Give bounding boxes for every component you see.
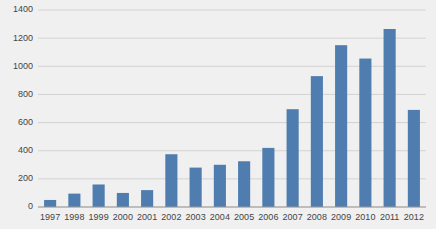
chart: 0 200 400 600 800 1000 1200 1400 1997 1998 1999 200… (0, 0, 436, 229)
bar (141, 190, 153, 207)
x-tick-label: 2003 (186, 212, 206, 222)
x-tick-label: 2010 (355, 212, 375, 222)
y-tick-label: 1200 (13, 33, 33, 43)
x-tick-label: 1997 (40, 212, 60, 222)
x-tick-label: 1999 (89, 212, 109, 222)
bar (311, 76, 323, 207)
bar (335, 45, 347, 207)
x-tick-label: 2004 (210, 212, 230, 222)
y-tick-label: 0 (28, 201, 33, 211)
bar (238, 161, 250, 207)
bar (287, 109, 299, 207)
bar (117, 193, 129, 207)
grid-line (38, 38, 426, 39)
x-axis: 1997 1998 1999 2000 2001 2002 2003 2004 2005 2006… (38, 207, 426, 222)
chart-container: 0 200 400 600 800 1000 1200 1400 1997 1998 1999 200… (0, 0, 436, 229)
bar (44, 200, 56, 207)
grid-line (38, 207, 426, 208)
y-tick-label: 800 (18, 89, 33, 99)
bar (408, 110, 420, 207)
x-tick-label: 2006 (258, 212, 278, 222)
grid-line (38, 10, 426, 11)
bar (384, 29, 396, 207)
y-tick-label: 1000 (13, 61, 33, 71)
bar (359, 59, 371, 207)
x-tick-label: 2001 (137, 212, 157, 222)
y-tick-label: 200 (18, 173, 33, 183)
bar (262, 148, 274, 207)
x-tick-label: 2011 (380, 212, 399, 222)
x-tick-label: 2008 (307, 212, 327, 222)
bar (165, 154, 177, 207)
bar (68, 194, 80, 207)
y-tick-label: 1400 (13, 4, 33, 14)
bar (190, 168, 202, 207)
x-axis-line (38, 207, 426, 208)
bar (214, 165, 226, 207)
background (0, 0, 436, 229)
x-tick-label: 2007 (283, 212, 303, 222)
y-tick-label: 400 (18, 145, 33, 155)
x-tick-label: 2002 (161, 212, 181, 222)
x-tick-label: 2005 (234, 212, 254, 222)
x-tick-label: 2012 (404, 212, 424, 222)
grid (38, 10, 426, 207)
x-tick-label: 1998 (64, 212, 84, 222)
x-tick-label: 2009 (331, 212, 351, 222)
y-tick-label: 600 (18, 117, 33, 127)
bars (44, 29, 420, 207)
bar (93, 184, 105, 207)
y-axis: 0 200 400 600 800 1000 1200 1400 (13, 4, 33, 211)
x-tick-label: 2000 (113, 212, 133, 222)
